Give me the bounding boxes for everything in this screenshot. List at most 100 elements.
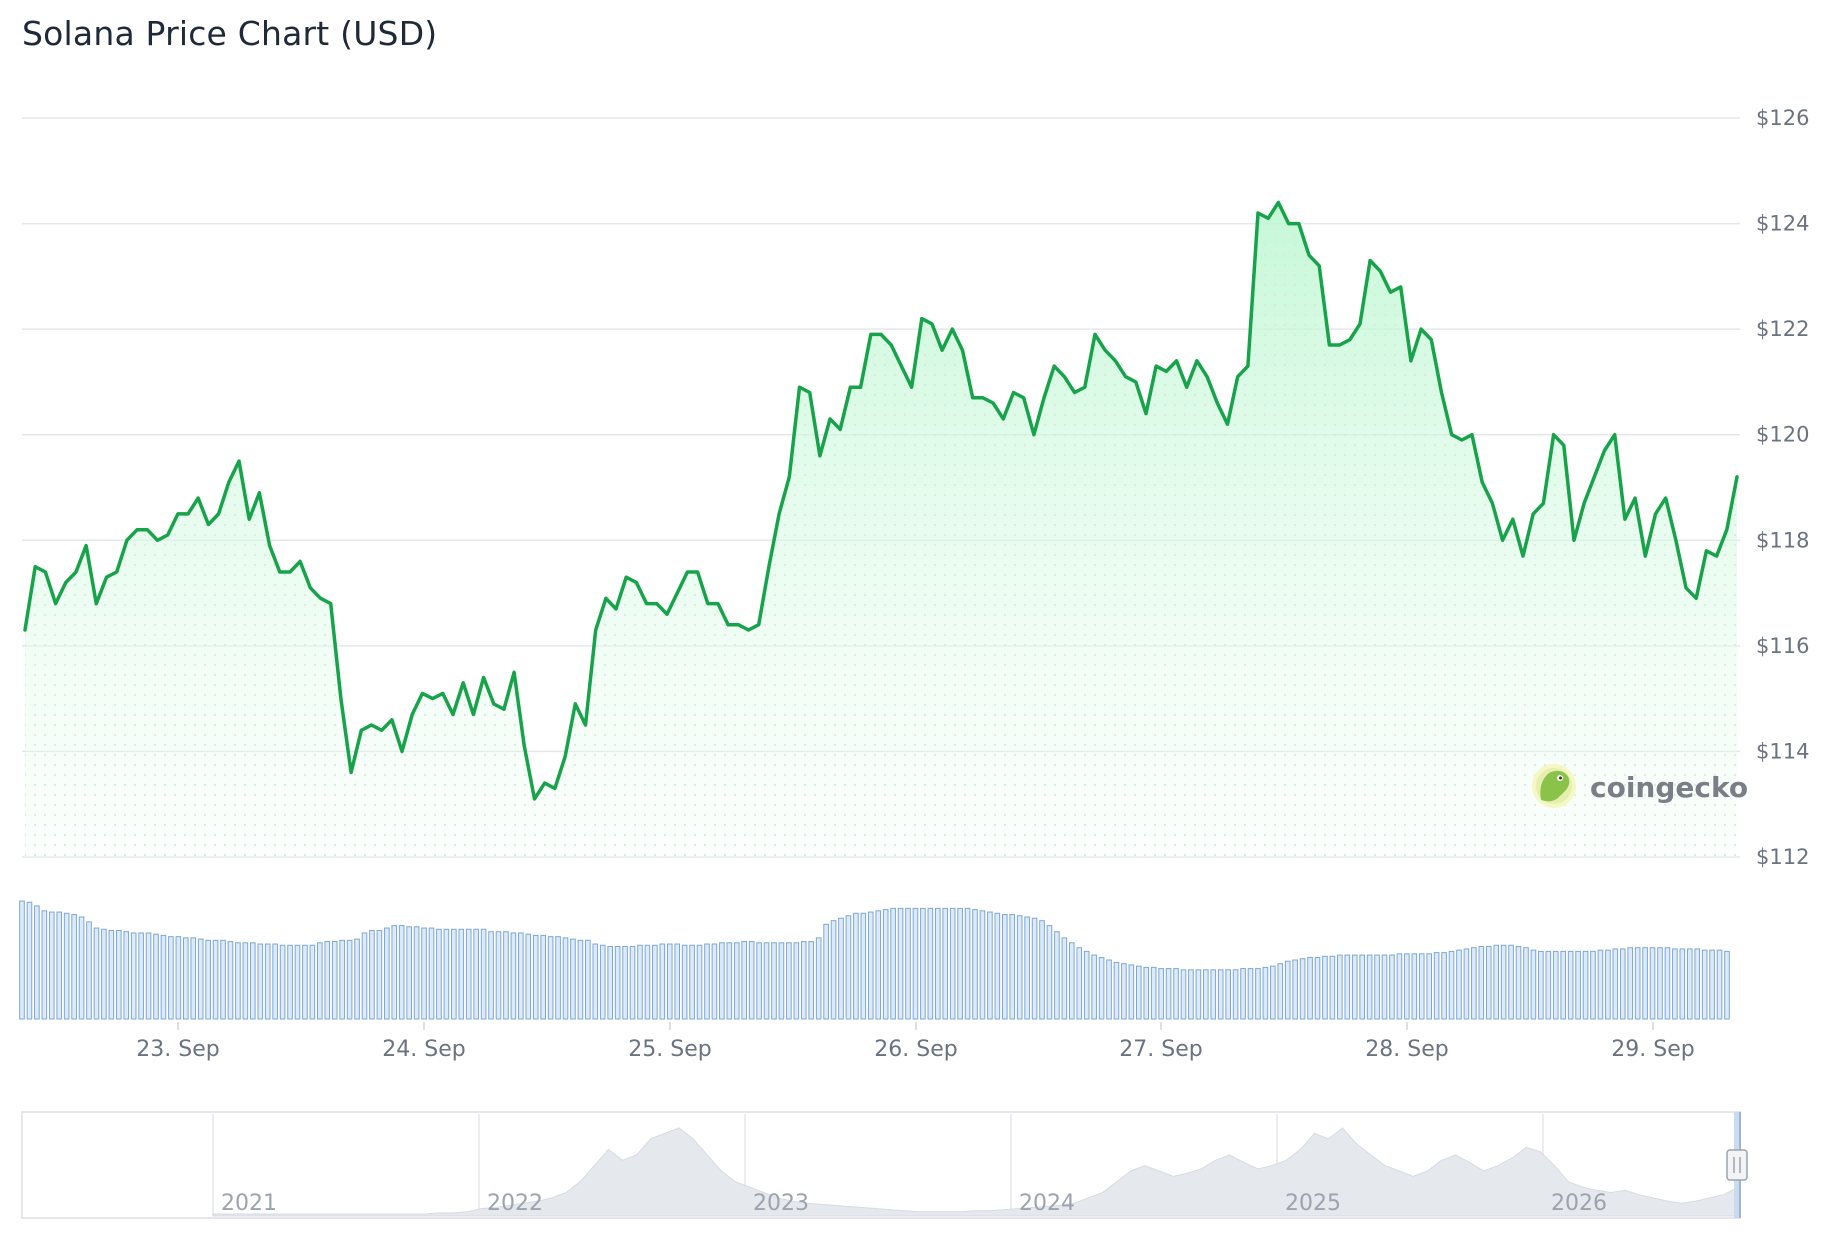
- volume-bar: [1500, 944, 1507, 1020]
- y-tick-label: $112: [1756, 845, 1809, 869]
- volume-bar: [1165, 968, 1172, 1020]
- gecko-logo-icon: [1532, 764, 1576, 808]
- volume-bar: [182, 937, 189, 1020]
- volume-bar: [1627, 947, 1634, 1020]
- x-axis-labels: 23. Sep 24. Sep 25. Sep 26. Sep 27. Sep 28. S…: [136, 1022, 1695, 1062]
- volume-bar: [518, 932, 524, 1020]
- volume-bar: [26, 901, 33, 1020]
- volume-bar: [115, 930, 122, 1020]
- price-area: [25, 202, 1737, 857]
- volume-bar: [1344, 954, 1351, 1020]
- volume-bar: [1701, 949, 1708, 1020]
- volume-bar: [920, 907, 926, 1020]
- volume-bar: [1046, 925, 1053, 1020]
- volume-bar: [1567, 950, 1574, 1020]
- navigator-year-label: 2021: [221, 1191, 277, 1216]
- x-tick-label: 28. Sep: [1365, 1037, 1448, 1062]
- watermark-text: coingecko: [1590, 771, 1748, 804]
- volume-bar: [1195, 969, 1202, 1020]
- volume-bar: [532, 934, 539, 1020]
- volume-bar: [1255, 968, 1261, 1020]
- page-title: Solana Price Chart (USD): [22, 14, 438, 53]
- volume-bar: [666, 943, 673, 1020]
- volume-bar: [1031, 917, 1038, 1020]
- volume-bar: [845, 915, 852, 1020]
- volume-bar: [86, 921, 92, 1020]
- volume-bar: [19, 900, 25, 1020]
- volume-bar: [875, 910, 882, 1020]
- volume-bar: [1597, 949, 1604, 1020]
- volume-bar: [1143, 966, 1150, 1020]
- volume-bar: [1121, 963, 1127, 1020]
- volume-bar: [1329, 955, 1336, 1020]
- volume-bar: [1240, 968, 1246, 1020]
- volume-bar: [1448, 950, 1455, 1020]
- navigator-year-label: 2026: [1551, 1191, 1607, 1216]
- navigator-handle[interactable]: [1726, 1149, 1748, 1181]
- volume-bar: [480, 928, 487, 1020]
- volume-bar: [205, 939, 211, 1020]
- volume-bar: [294, 944, 301, 1020]
- volume-bar: [1634, 947, 1641, 1020]
- volume-bar: [391, 925, 398, 1020]
- volume-bar: [1054, 931, 1060, 1020]
- volume-bar: [346, 939, 353, 1020]
- volume-bar: [1180, 969, 1187, 1020]
- volume-bar: [63, 912, 70, 1020]
- volume-bar: [949, 907, 956, 1020]
- volume-bar: [1351, 954, 1358, 1020]
- volume-bar: [1679, 948, 1686, 1020]
- volume-bar: [525, 933, 532, 1020]
- volume-bar: [1463, 948, 1470, 1020]
- volume-bar: [376, 930, 383, 1020]
- volume-bar: [1508, 944, 1514, 1020]
- volume-bar: [800, 941, 807, 1020]
- volume-bar: [212, 939, 219, 1020]
- range-navigator[interactable]: 2021 2022 2023 2024 2025 2026: [21, 1111, 1748, 1219]
- volume-bar: [979, 910, 986, 1020]
- volume-bar: [101, 928, 107, 1020]
- volume-bar: [1150, 966, 1157, 1020]
- volume-bar: [1418, 953, 1425, 1020]
- volume-bar: [1136, 965, 1142, 1020]
- volume-bar: [1575, 950, 1581, 1020]
- price-line-group: [23, 200, 1739, 801]
- volume-bar: [696, 944, 703, 1020]
- volume-bar: [473, 928, 479, 1020]
- volume-bar: [1686, 948, 1693, 1020]
- x-tick-label: 29. Sep: [1611, 1037, 1694, 1062]
- volume-bar: [175, 936, 182, 1020]
- volume-bar: [1493, 944, 1500, 1020]
- volume-bar: [1262, 966, 1269, 1020]
- volume-bar: [93, 927, 100, 1020]
- volume-bar: [56, 911, 63, 1020]
- volume-bar: [1396, 953, 1403, 1020]
- volume-bar: [1456, 949, 1462, 1020]
- volume-bar: [190, 937, 197, 1020]
- volume-bar: [1605, 949, 1611, 1020]
- x-tick-label: 27. Sep: [1119, 1037, 1202, 1062]
- volume-bar: [570, 938, 576, 1020]
- volume-bar: [942, 907, 949, 1020]
- volume-bar: [465, 928, 472, 1020]
- volume-bar: [964, 907, 971, 1020]
- volume-bar: [197, 938, 204, 1020]
- price-line[interactable]: [23, 200, 1739, 801]
- volume-bar: [1485, 945, 1492, 1020]
- volume-bar: [719, 942, 725, 1020]
- volume-bar: [607, 945, 614, 1020]
- volume-bar: [1277, 963, 1284, 1020]
- volume-bar: [317, 942, 323, 1020]
- volume-bar: [629, 945, 636, 1020]
- volume-bar: [1322, 955, 1328, 1020]
- price-area-dots: [25, 202, 1737, 857]
- volume-bar: [1039, 920, 1045, 1020]
- volume-bar: [934, 907, 941, 1020]
- volume-bar: [741, 941, 748, 1020]
- volume-bar: [1619, 948, 1626, 1020]
- volume-bar: [793, 942, 800, 1020]
- volume-bar: [823, 923, 829, 1020]
- volume-bar: [458, 928, 465, 1020]
- volume-bar: [1098, 957, 1105, 1020]
